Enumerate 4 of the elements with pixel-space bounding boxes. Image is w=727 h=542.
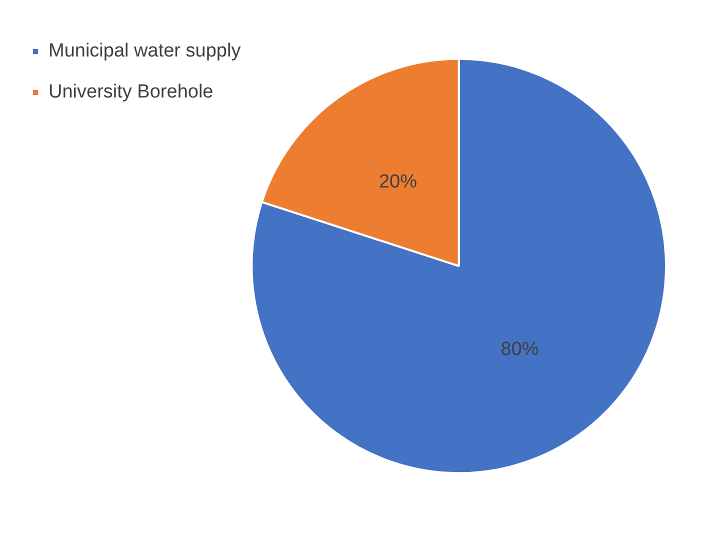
legend-label: University Borehole	[48, 82, 214, 103]
data-label: 20%	[378, 171, 418, 192]
legend-label: Municipal water supply	[48, 40, 242, 62]
data-label: 80%	[500, 339, 539, 360]
